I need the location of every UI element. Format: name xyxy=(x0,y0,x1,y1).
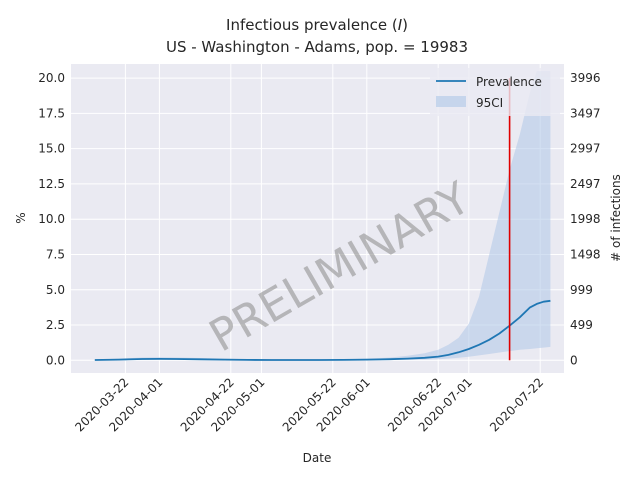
y-tick-label: 2.5 xyxy=(46,318,65,332)
y-tick-label: 12.5 xyxy=(38,177,65,191)
legend-swatch-95ci xyxy=(436,96,466,107)
y2-tick-label: 3996 xyxy=(570,71,601,85)
y-tick-label: 20.0 xyxy=(38,71,65,85)
prevalence-line-layer xyxy=(94,299,551,361)
legend-label-prevalence: Prevalence xyxy=(476,75,542,89)
grid-lines xyxy=(71,64,564,373)
y-tick-label: 0.0 xyxy=(46,353,65,367)
chart-title-line2: US - Washington - Adams, pop. = 19983 xyxy=(166,38,468,56)
y2-axis-label: # of infections xyxy=(609,174,623,262)
ci-band-95ci xyxy=(94,71,551,361)
y2-tick-label: 2997 xyxy=(570,142,601,156)
x-tick-label: 2020-07-22 xyxy=(487,375,546,434)
y-axis-label: % xyxy=(14,212,28,223)
y-axis-ticks: 0.0 2.5 5.0 7.5 10.0 12.5 15.0 17.5 20.0 xyxy=(38,71,65,367)
y-tick-label: 5.0 xyxy=(46,283,65,297)
prevalence-line xyxy=(94,299,551,361)
legend-label-95ci: 95CI xyxy=(476,96,503,110)
y-tick-label: 10.0 xyxy=(38,212,65,226)
y2-tick-label: 499 xyxy=(570,318,593,332)
x-axis-label: Date xyxy=(303,451,332,465)
y2-tick-label: 1498 xyxy=(570,247,601,261)
y2-tick-label: 2497 xyxy=(570,177,601,191)
y2-tick-label: 1998 xyxy=(570,212,601,226)
y2-tick-label: 0 xyxy=(570,353,578,367)
chart-title-line1: Infectious prevalence (I) xyxy=(226,16,408,34)
legend: Prevalence 95CI xyxy=(430,68,560,116)
y-tick-label: 7.5 xyxy=(46,247,65,261)
y2-tick-label: 3497 xyxy=(570,106,601,120)
y-tick-label: 15.0 xyxy=(38,142,65,156)
y-tick-label: 17.5 xyxy=(38,106,65,120)
confidence-band-layer xyxy=(94,71,551,361)
y2-axis-ticks: 0 499 999 1498 1998 2497 2997 3497 3996 xyxy=(570,71,601,367)
y2-tick-label: 999 xyxy=(570,283,593,297)
legend-box xyxy=(430,68,560,116)
